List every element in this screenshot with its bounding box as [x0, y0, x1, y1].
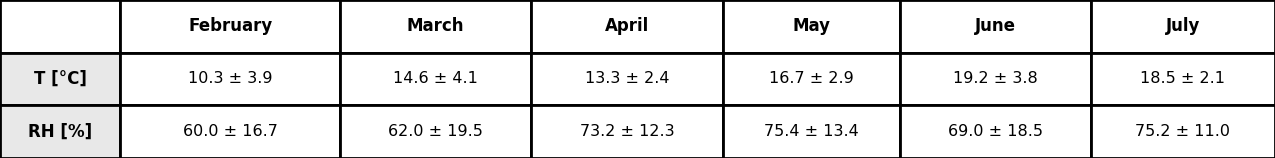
Text: 75.2 ± 11.0: 75.2 ± 11.0 [1136, 124, 1230, 139]
Bar [120, 105, 340, 158]
Text: T [°C]: T [°C] [33, 70, 87, 88]
Bar [532, 53, 723, 105]
Bar [532, 0, 723, 53]
Text: 19.2 ± 3.8: 19.2 ± 3.8 [952, 71, 1038, 86]
Text: 69.0 ± 18.5: 69.0 ± 18.5 [947, 124, 1043, 139]
Bar [340, 105, 532, 158]
Text: April: April [604, 17, 649, 35]
Bar [0, 105, 120, 158]
Text: RH [%]: RH [%] [28, 123, 92, 141]
Text: February: February [189, 17, 273, 35]
Bar [900, 0, 1091, 53]
Bar [723, 0, 900, 53]
Bar [532, 105, 723, 158]
Text: 18.5 ± 2.1: 18.5 ± 2.1 [1140, 71, 1225, 86]
Bar [120, 0, 340, 53]
Text: 10.3 ± 3.9: 10.3 ± 3.9 [187, 71, 273, 86]
Bar [1091, 53, 1275, 105]
Text: 14.6 ± 4.1: 14.6 ± 4.1 [393, 71, 478, 86]
Bar [723, 105, 900, 158]
Text: 62.0 ± 19.5: 62.0 ± 19.5 [388, 124, 483, 139]
Bar [900, 105, 1091, 158]
Text: 13.3 ± 2.4: 13.3 ± 2.4 [585, 71, 669, 86]
Text: 75.4 ± 13.4: 75.4 ± 13.4 [764, 124, 858, 139]
Bar [900, 53, 1091, 105]
Text: 73.2 ± 12.3: 73.2 ± 12.3 [580, 124, 674, 139]
Text: 60.0 ± 16.7: 60.0 ± 16.7 [182, 124, 278, 139]
Bar [120, 53, 340, 105]
Bar [723, 53, 900, 105]
Bar [340, 0, 532, 53]
Bar [0, 0, 120, 53]
Bar [1091, 105, 1275, 158]
Text: May: May [792, 17, 830, 35]
Text: 16.7 ± 2.9: 16.7 ± 2.9 [769, 71, 853, 86]
Bar [1091, 0, 1275, 53]
Bar [340, 53, 532, 105]
Text: March: March [407, 17, 464, 35]
Bar [0, 53, 120, 105]
Text: July: July [1165, 17, 1200, 35]
Text: June: June [974, 17, 1016, 35]
